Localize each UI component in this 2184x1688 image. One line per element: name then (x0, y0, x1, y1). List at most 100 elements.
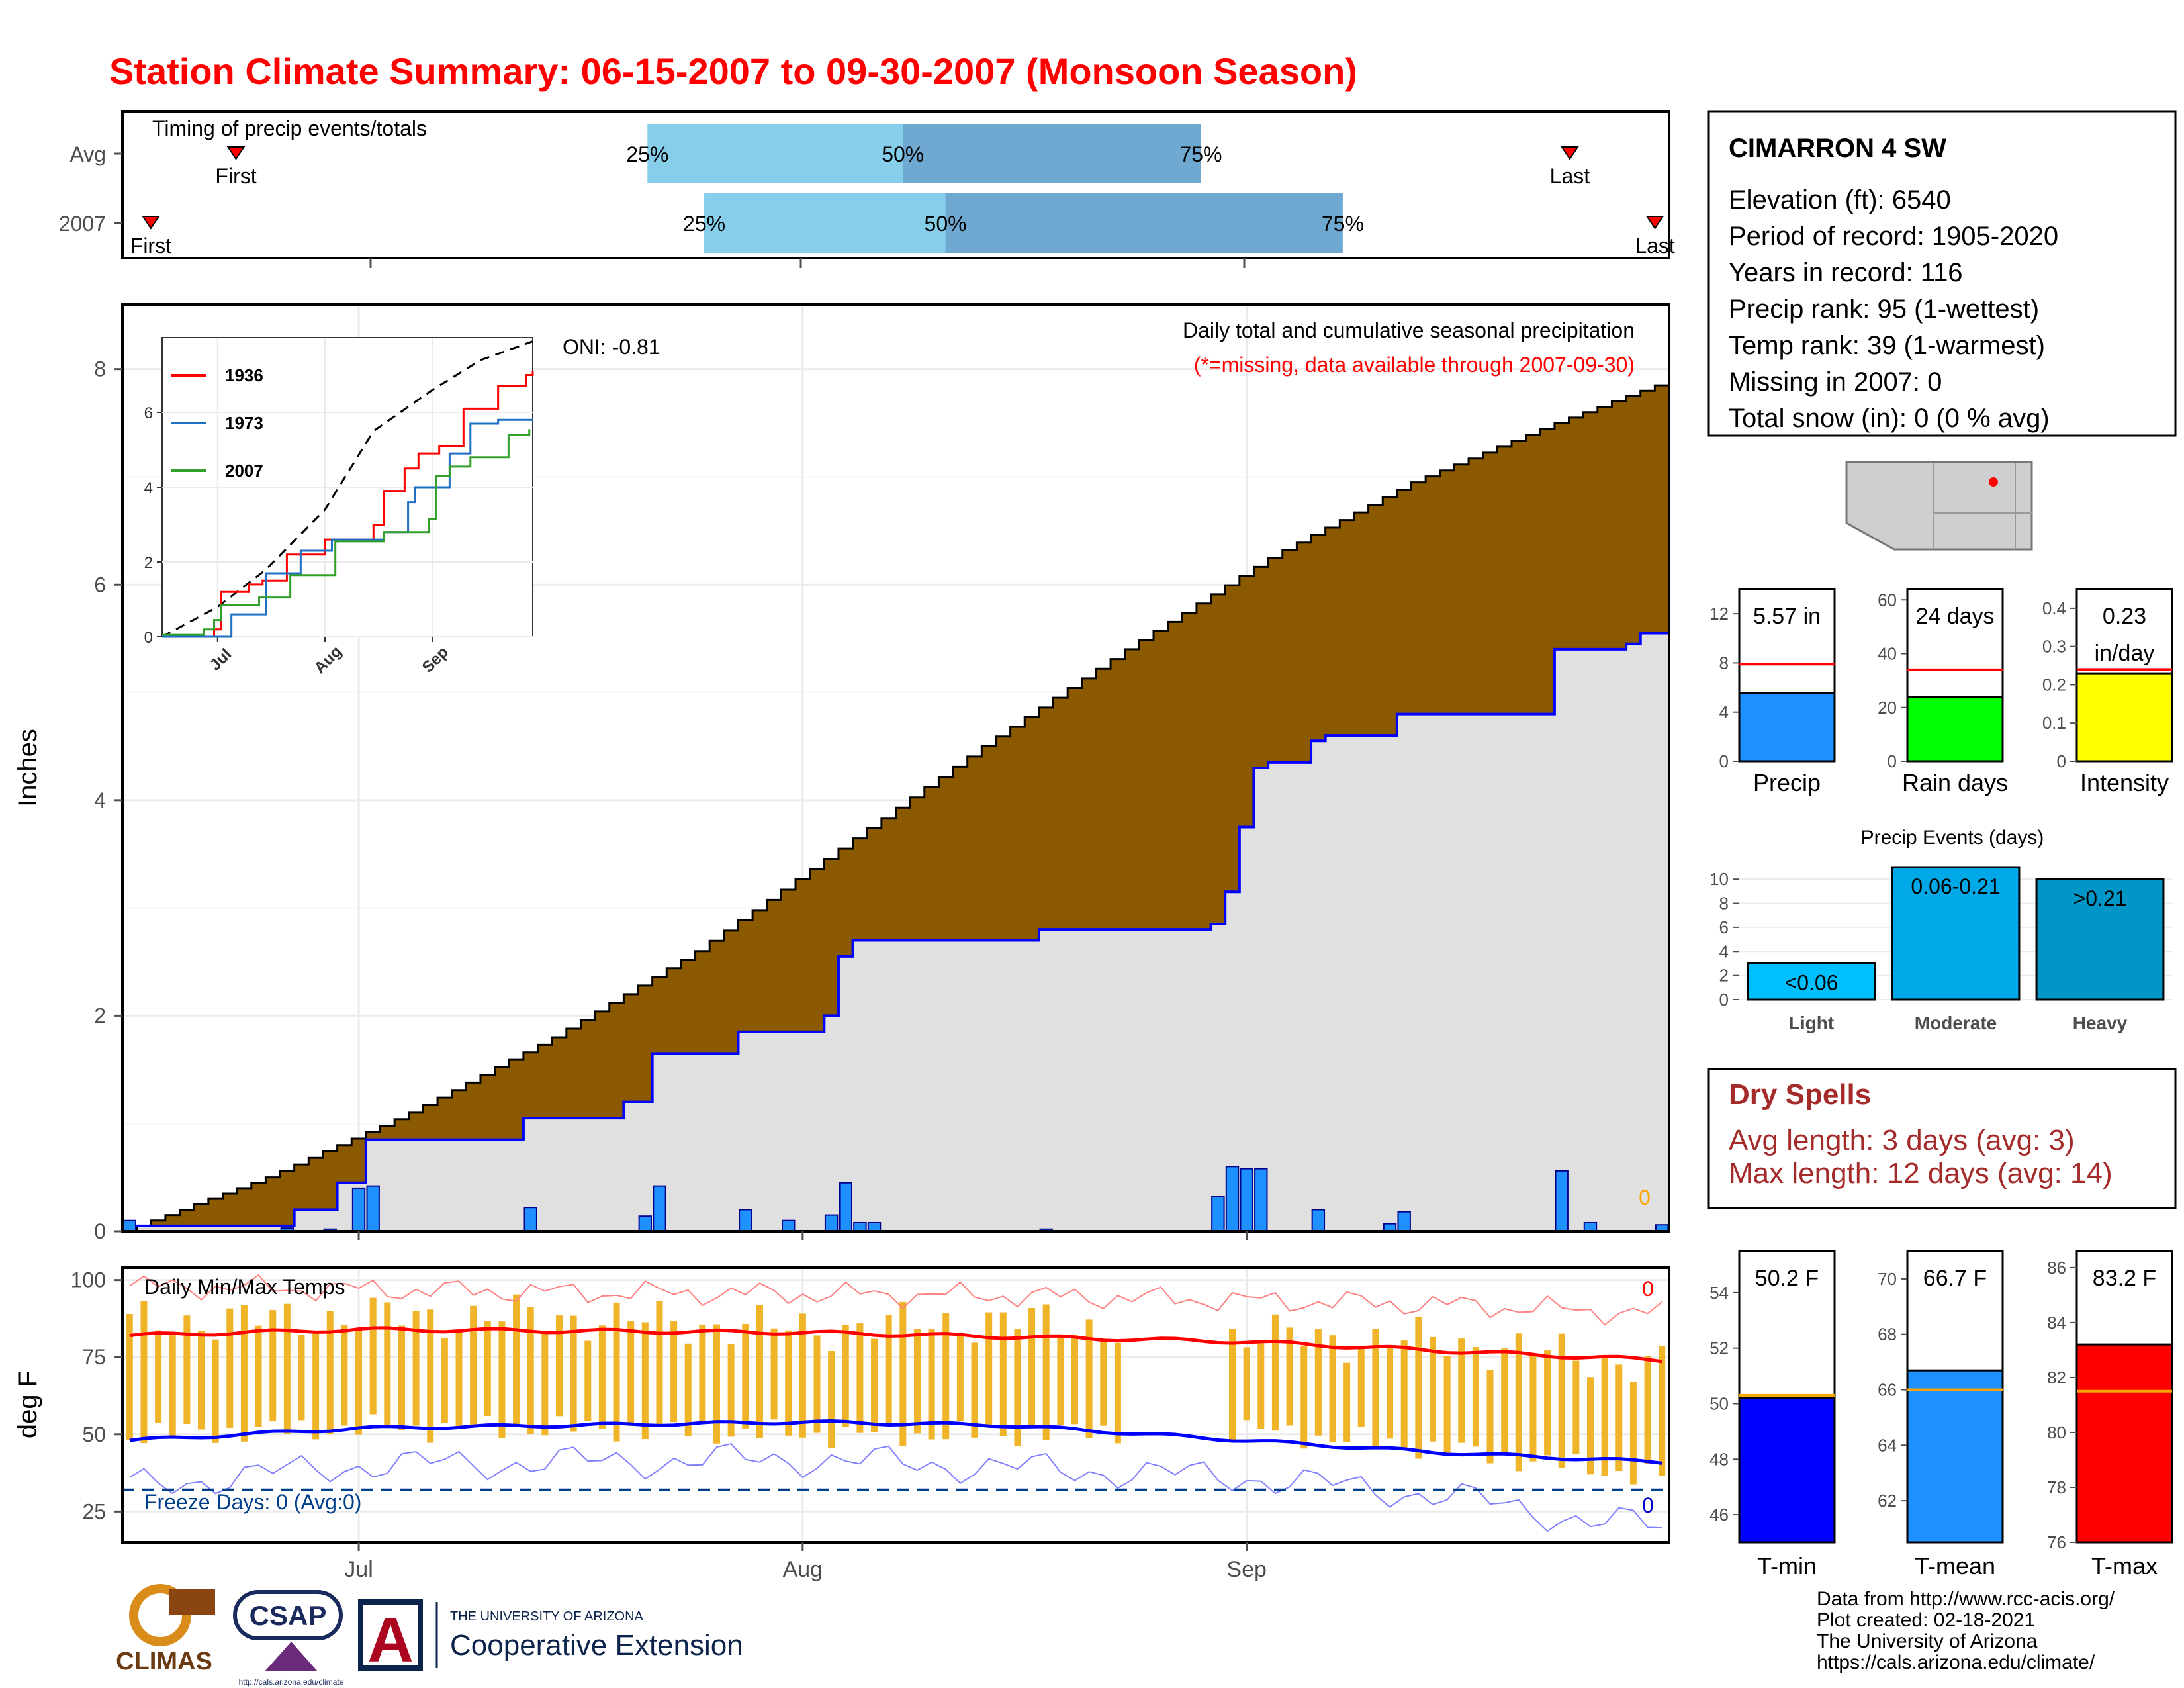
summary-y-tick-label: 82 (2047, 1368, 2066, 1387)
daily-precip-bar (824, 1214, 839, 1233)
daily-temp-range-bar (570, 1315, 577, 1432)
main-plot-frame (121, 303, 1670, 1233)
timing-quartile-label: 25% (683, 212, 725, 236)
daily-temp-range-bar (1486, 1370, 1494, 1464)
summary-y-tick-label: 12 (1709, 604, 1729, 624)
daily-precip-bar (122, 1219, 137, 1233)
summary-y-tick-label: 0.1 (2042, 713, 2066, 733)
ua-logo: A THE UNIVERSITY OF ARIZONA Cooperative … (358, 1599, 743, 1675)
summary-y-tick-label: 60 (1878, 590, 1897, 610)
daily-temp-range-bar (1114, 1342, 1121, 1444)
summary-y-tick-label: 70 (1878, 1269, 1897, 1289)
daily-temp-range-bar (670, 1321, 678, 1423)
daily-temp-range-bar (384, 1302, 391, 1429)
main-ylabel: Inches (13, 729, 42, 807)
csap-wordmark: CSAP (250, 1600, 327, 1631)
summary-y-tick-label: 84 (2047, 1313, 2066, 1333)
daily-temp-range-bar (584, 1340, 592, 1421)
temps-caption: Daily Min/Max Temps (144, 1275, 345, 1299)
station-info-box: CIMARRON 4 SW Elevation (ft): 6540 Period… (1707, 110, 2177, 437)
dry-spells-avg: Avg length: 3 days (avg: 3) (1729, 1124, 2075, 1156)
daily-precip-bar (1311, 1209, 1326, 1233)
summary-y-tick-label: 50 (1709, 1393, 1729, 1413)
inset-y-tick-label: 2 (144, 554, 153, 572)
daily-temp-range-bar (985, 1312, 993, 1428)
precip-main-chart: 0 2 4 6 8 Inches Daily total and cumulative … (13, 303, 1670, 1243)
precip-event-bar-label: 0.06-0.21 (1911, 874, 2000, 898)
station-info-line: Temp rank: 39 (1-warmest) (1729, 331, 2045, 360)
ua-university-name: THE UNIVERSITY OF ARIZONA (450, 1609, 644, 1624)
timing-row-label: Avg (69, 142, 106, 166)
events-y-tick-label: 8 (1719, 894, 1729, 914)
footer-line-university: The University of Arizona (1817, 1630, 2038, 1652)
summary-value-label: 5.57 in (1753, 604, 1821, 629)
daily-temp-range-bar (1343, 1362, 1351, 1442)
daily-temp-range-bar (1629, 1382, 1637, 1485)
daily-temp-range-bar (1458, 1338, 1465, 1443)
summary-y-tick-label: 0.3 (2042, 637, 2066, 657)
avg-cumulative-line (122, 384, 1669, 1233)
daily-temp-range-bar (255, 1325, 262, 1427)
timing-last-marker (1645, 216, 1664, 230)
summary-panel-label: T-mean (1915, 1552, 1995, 1579)
inset-legend-label: 1936 (225, 365, 263, 385)
summary-y-tick-label: 80 (2047, 1423, 2066, 1442)
daily-temp-range-bar (1057, 1336, 1064, 1425)
temps-ylabel: deg F (13, 1371, 42, 1438)
events-y-tick-label: 4 (1719, 941, 1729, 961)
temps-x-tick-label: Sep (1226, 1557, 1267, 1582)
footer-line-created: Plot created: 02-18-2021 (1817, 1609, 2035, 1631)
temps-y-tick-label: 75 (82, 1345, 106, 1369)
timing-first-label: First (130, 234, 171, 258)
daily-temp-range-bar (999, 1312, 1007, 1436)
daily-temp-range-bar (498, 1321, 506, 1438)
timing-quartile-label: 75% (1322, 212, 1364, 236)
daily-temp-range-bar (369, 1297, 377, 1415)
station-name: CIMARRON 4 SW (1729, 134, 1946, 163)
inset-legend-label: 1973 (225, 413, 263, 433)
station-info-line: Years in record: 116 (1729, 258, 1963, 287)
daily-temp-range-bar (412, 1311, 420, 1426)
main-y-tick-label: 2 (94, 1004, 106, 1027)
daily-precip-bar (1254, 1168, 1268, 1233)
dry-spells-box: Dry Spells Avg length: 3 days (avg: 3) M… (1707, 1068, 2177, 1209)
events-y-tick-label: 2 (1719, 966, 1729, 986)
main-caption: Daily total and cumulative seasonal prec… (1183, 318, 1635, 342)
location-map (1845, 461, 2033, 551)
precip-event-category: Moderate (1915, 1013, 1997, 1033)
daily-temp-range-bar (1558, 1333, 1565, 1468)
summary-value-label: 83.2 F (2093, 1266, 2156, 1291)
station-info-line: Total snow (in): 0 (0 % avg) (1729, 404, 2050, 433)
summary-panel-label: Rain days (1902, 769, 2008, 796)
daily-temp-range-bar (1085, 1319, 1093, 1438)
main-y-tick-label: 8 (94, 357, 106, 381)
inset-y-tick-label: 6 (144, 404, 153, 422)
summary-panel-label: T-min (1757, 1552, 1817, 1579)
temps-y-tick-label: 25 (82, 1499, 106, 1523)
daily-temp-range-bar (856, 1323, 864, 1433)
summary-panel-label: T-max (2091, 1552, 2158, 1579)
daily-temp-range-bar (913, 1329, 921, 1434)
daily-temp-range-bar (155, 1330, 162, 1423)
daily-temp-range-bar (126, 1313, 133, 1440)
daily-temp-range-bar (198, 1331, 205, 1430)
footer-logos: CLIMAS CSAP http://cals.arizona.edu/clim… (116, 1584, 743, 1687)
daily-temp-range-bar (1501, 1348, 1508, 1453)
summary-value-label: 50.2 F (1755, 1266, 1819, 1291)
daily-temp-range-bar (398, 1325, 405, 1430)
ua-block-a-frame (358, 1599, 423, 1671)
dry-spells-title: Dry Spells (1729, 1078, 1871, 1111)
daily-temp-range-bar (842, 1325, 849, 1427)
daily-precip-bar (523, 1207, 537, 1232)
daily-temp-range-bar (1229, 1329, 1236, 1441)
summary-value-label: 24 days (1915, 604, 1994, 629)
events-y-tick-label: 0 (1719, 990, 1729, 1009)
daily-temp-range-bar (226, 1308, 234, 1429)
precip-event-bar-label: >0.21 (2073, 886, 2127, 910)
timing-bar-25-50 (704, 193, 946, 253)
timing-bar-50-75 (945, 193, 1343, 253)
precip-summary-panels: 0 4 8 12 5.57 in Precip 0 20 40 60 24 days Rain day… (1709, 588, 2173, 796)
daily-temp-range-bar (484, 1321, 491, 1417)
daily-temp-range-bar (455, 1330, 463, 1428)
summary-y-tick-label: 62 (1878, 1491, 1897, 1511)
